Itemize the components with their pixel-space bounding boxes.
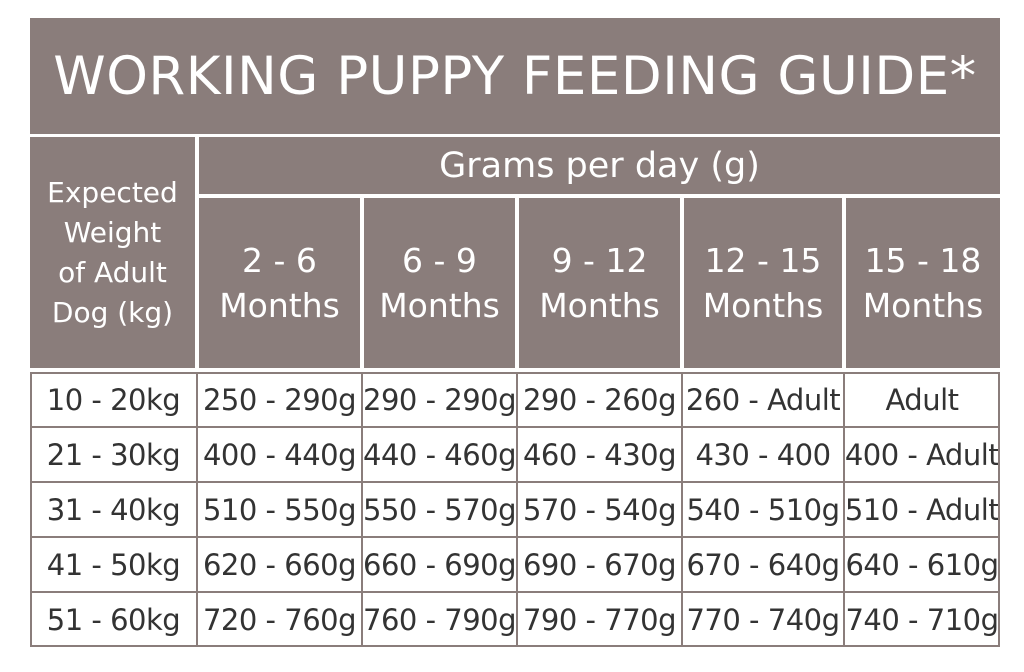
table-row: 31 - 40kg 510 - 550g 550 - 570g 570 - 540g 5… — [30, 482, 1000, 537]
expected-weight-header: Expected Weight of Adult Dog (kg) — [30, 137, 195, 368]
grams-cell: 290 - 260g — [517, 372, 682, 427]
weight-cell: 21 - 30kg — [30, 427, 197, 482]
month-header-6-9: 6 - 9 Months — [364, 198, 515, 368]
grams-cell: 430 - 400 — [682, 427, 844, 482]
grams-cell: 540 - 510g — [682, 482, 844, 537]
grams-cell: Adult — [844, 372, 1000, 427]
table-row: 51 - 60kg 720 - 760g 760 - 790g 790 - 770g 7… — [30, 592, 1000, 647]
grams-cell: 460 - 430g — [517, 427, 682, 482]
grams-per-day-header: Grams per day (g) — [199, 137, 1000, 194]
grams-cell: 670 - 640g — [682, 537, 844, 592]
grams-cell: 260 - Adult — [682, 372, 844, 427]
grams-cell: 250 - 290g — [197, 372, 362, 427]
grams-cell: 620 - 660g — [197, 537, 362, 592]
table-row: 21 - 30kg 400 - 440g 440 - 460g 460 - 430g 4… — [30, 427, 1000, 482]
grams-cell: 660 - 690g — [362, 537, 517, 592]
grams-cell: 570 - 540g — [517, 482, 682, 537]
weight-cell: 41 - 50kg — [30, 537, 197, 592]
month-header-2-6: 2 - 6 Months — [199, 198, 360, 368]
weight-cell: 31 - 40kg — [30, 482, 197, 537]
table-row: 41 - 50kg 620 - 660g 660 - 690g 690 - 670g 6… — [30, 537, 1000, 592]
grams-cell: 640 - 610g — [844, 537, 1000, 592]
month-header-15-18: 15 - 18 Months — [846, 198, 1000, 368]
grams-cell: 550 - 570g — [362, 482, 517, 537]
month-header-12-15: 12 - 15 Months — [684, 198, 842, 368]
grams-cell: 770 - 740g — [682, 592, 844, 647]
weight-cell: 51 - 60kg — [30, 592, 197, 647]
month-header-9-12: 9 - 12 Months — [519, 198, 680, 368]
grams-cell: 790 - 770g — [517, 592, 682, 647]
grams-cell: 400 - Adult — [844, 427, 1000, 482]
grams-cell: 510 - 550g — [197, 482, 362, 537]
weight-cell: 10 - 20kg — [30, 372, 197, 427]
table-row: 10 - 20kg 250 - 290g 290 - 290g 290 - 260g 2… — [30, 372, 1000, 427]
grams-cell: 690 - 670g — [517, 537, 682, 592]
grams-cell: 740 - 710g — [844, 592, 1000, 647]
grams-cell: 290 - 290g — [362, 372, 517, 427]
grams-cell: 400 - 440g — [197, 427, 362, 482]
grams-cell: 720 - 760g — [197, 592, 362, 647]
grams-cell: 760 - 790g — [362, 592, 517, 647]
guide-title: WORKING PUPPY FEEDING GUIDE* — [30, 18, 1000, 134]
grams-cell: 510 - Adult — [844, 482, 1000, 537]
grams-cell: 440 - 460g — [362, 427, 517, 482]
